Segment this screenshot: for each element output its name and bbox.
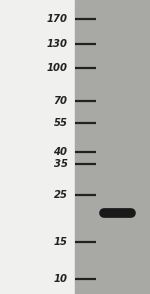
Text: 40: 40	[54, 147, 68, 157]
Text: 35: 35	[54, 159, 68, 169]
Text: 130: 130	[46, 39, 68, 49]
Text: 170: 170	[46, 14, 68, 24]
Text: 100: 100	[46, 63, 68, 73]
Text: 15: 15	[54, 237, 68, 247]
Text: 70: 70	[54, 96, 68, 106]
Bar	[75, 0, 150, 294]
Text: 55: 55	[54, 118, 68, 128]
Text: 10: 10	[54, 274, 68, 284]
Bar	[0, 0, 75, 294]
Text: 25: 25	[54, 190, 68, 200]
